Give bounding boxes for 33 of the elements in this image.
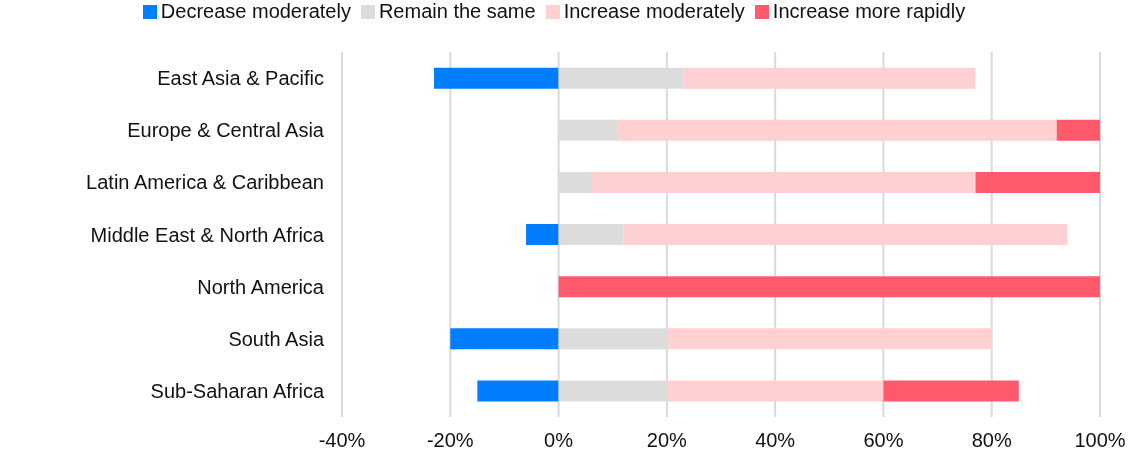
- bar: [434, 67, 559, 89]
- bar: [666, 380, 884, 402]
- x-tick-label: -20%: [426, 429, 474, 452]
- x-tick-label: -40%: [318, 429, 366, 452]
- legend-label: Decrease moderately: [160, 0, 351, 23]
- bar: [666, 328, 992, 350]
- y-tick-label: Europe & Central Asia: [127, 119, 325, 142]
- legend-label: Remain the same: [378, 0, 536, 23]
- bar: [558, 276, 1100, 298]
- legend-label: Increase more rapidly: [772, 0, 966, 23]
- y-tick-label: South Asia: [228, 327, 325, 350]
- x-tick-label: 60%: [863, 429, 904, 452]
- y-tick-label: Sub-Saharan Africa: [150, 380, 325, 403]
- y-tick-label: East Asia & Pacific: [157, 67, 324, 90]
- bar: [526, 224, 559, 246]
- bar: [683, 67, 976, 89]
- y-tick-label: Middle East & North Africa: [90, 223, 325, 246]
- x-tick-label: 0%: [544, 429, 574, 452]
- legend-label: Increase moderately: [563, 0, 745, 23]
- bar: [883, 380, 1019, 402]
- bar: [477, 380, 559, 402]
- y-tick-label: Latin America & Caribbean: [86, 171, 324, 194]
- x-tick-label: 40%: [755, 429, 796, 452]
- x-tick-label: 80%: [971, 429, 1012, 452]
- bar: [591, 171, 976, 193]
- bar: [975, 171, 1100, 193]
- x-tick-label: 20%: [646, 429, 688, 452]
- bar: [618, 119, 1057, 141]
- x-tick-label: 100%: [1074, 429, 1126, 452]
- bar: [450, 328, 559, 350]
- bar: [1056, 119, 1100, 141]
- y-tick-label: North America: [197, 275, 325, 298]
- bar: [623, 224, 1068, 246]
